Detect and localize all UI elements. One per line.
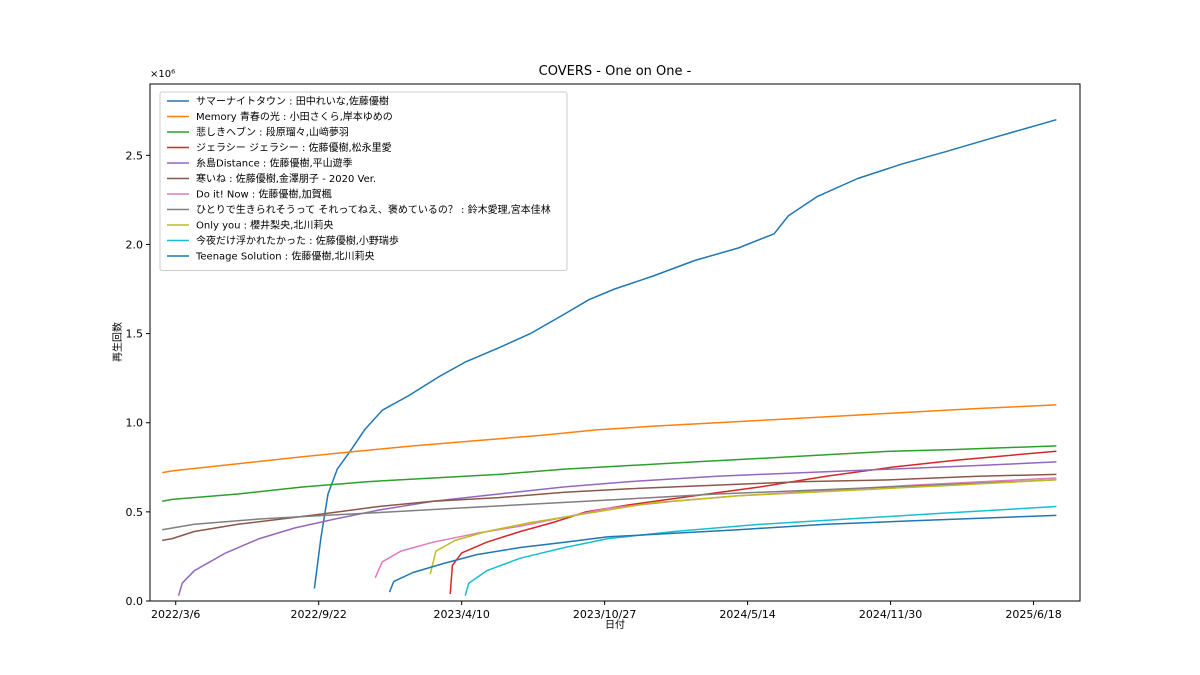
x-tick-label: 2024/5/14 xyxy=(719,608,775,621)
series-line-10 xyxy=(388,514,1057,593)
x-tick-label: 2023/4/10 xyxy=(433,608,489,621)
legend-box xyxy=(159,91,568,271)
y-axis-label: 再生回数 xyxy=(111,322,124,362)
legend-entry: 寒いね : 佐藤優樹,金澤朋子 - 2020 Ver. xyxy=(196,172,376,185)
series-line-0 xyxy=(313,118,1057,589)
legend-entry: Memory 青春の光 : 小田さくら,岸本ゆめの xyxy=(196,110,393,123)
x-tick-label: 2025/6/18 xyxy=(1005,608,1061,621)
series-line-1 xyxy=(162,404,1057,474)
series-layer xyxy=(162,118,1057,596)
x-axis: 2022/3/6 2022/9/22 2023/4/10 2023/10/27 2024… xyxy=(151,601,1062,621)
series-line-9 xyxy=(464,505,1057,596)
y-multiplier-label: ×10⁶ xyxy=(150,69,175,80)
x-tick-label: 2023/10/27 xyxy=(573,608,636,621)
legend-entry: Do it! Now : 佐藤優樹,加賀楓 xyxy=(196,188,332,201)
x-tick-label: 2022/3/6 xyxy=(151,608,200,621)
legend-entry: 糸島Distance : 佐藤優樹,平山遊季 xyxy=(196,157,353,170)
series-line-8 xyxy=(429,479,1057,575)
y-tick-label: 0.0 xyxy=(126,595,144,608)
y-tick-label: 1.5 xyxy=(126,328,144,341)
series-line-4 xyxy=(177,461,1057,596)
y-tick-label: 2.5 xyxy=(126,149,144,162)
series-line-7 xyxy=(162,479,1057,531)
legend-entry: Only you : 櫻井梨央,北川莉央 xyxy=(196,219,333,232)
legend-entry: ジェラシー ジェラシー : 佐藤優樹,松永里愛 xyxy=(196,141,392,154)
legend: サマーナイトタウン : 田中れいな,佐藤優樹 Memory 青春の光 : 小田さく… xyxy=(159,91,568,271)
series-line-5 xyxy=(162,473,1057,542)
legend-entry: 今夜だけ浮かれたかった : 佐藤優樹,小野瑞歩 xyxy=(196,234,399,247)
legend-entry: ひとりで生きられそうって それってねえ、褒めているの？ : 鈴木愛理,宮本佳林 xyxy=(196,203,551,216)
y-axis: 0.0 0.5 1.0 1.5 2.0 2.5 xyxy=(126,149,150,608)
x-tick-label: 2022/9/22 xyxy=(290,608,346,621)
x-tick-label: 2024/11/30 xyxy=(859,608,922,621)
plot-frame xyxy=(149,83,1081,602)
series-line-2 xyxy=(162,445,1057,502)
legend-entry: 悲しきヘブン : 段原瑠々,山﨑夢羽 xyxy=(196,126,349,139)
legend-entry: Teenage Solution : 佐藤優樹,北川莉央 xyxy=(195,250,375,263)
y-tick-label: 1.0 xyxy=(126,417,144,430)
legend-entry: サマーナイトタウン : 田中れいな,佐藤優樹 xyxy=(196,95,389,108)
x-axis-label: 日付 xyxy=(605,618,625,631)
chart-title: COVERS - One on One - xyxy=(539,64,692,79)
y-tick-label: 0.5 xyxy=(126,506,144,519)
y-tick-label: 2.0 xyxy=(126,238,144,251)
